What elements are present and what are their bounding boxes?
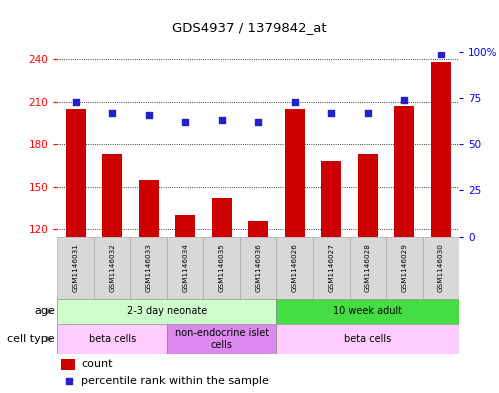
- Bar: [57, 237, 94, 299]
- Text: GSM1146032: GSM1146032: [109, 243, 115, 292]
- Text: 2-3 day neonate: 2-3 day neonate: [127, 307, 207, 316]
- Text: GSM1146026: GSM1146026: [292, 243, 298, 292]
- Bar: [130, 237, 167, 299]
- Bar: [431, 62, 451, 393]
- Text: 10 week adult: 10 week adult: [333, 307, 402, 316]
- Bar: [212, 198, 232, 393]
- Bar: [102, 154, 122, 393]
- Text: age: age: [34, 307, 55, 316]
- Point: [145, 112, 153, 118]
- Bar: [276, 324, 459, 354]
- Text: GSM1146031: GSM1146031: [73, 243, 79, 292]
- Text: beta cells: beta cells: [344, 334, 391, 344]
- Point: [291, 99, 299, 105]
- Bar: [175, 215, 195, 393]
- Text: GSM1146035: GSM1146035: [219, 243, 225, 292]
- Point: [65, 378, 73, 384]
- Bar: [94, 237, 130, 299]
- Point: [364, 110, 372, 116]
- Bar: [313, 237, 349, 299]
- Bar: [358, 154, 378, 393]
- Text: non-endocrine islet
cells: non-endocrine islet cells: [175, 328, 269, 350]
- Text: cell type: cell type: [7, 334, 55, 344]
- Bar: [394, 106, 414, 393]
- Point: [218, 117, 226, 123]
- Text: GSM1146034: GSM1146034: [182, 243, 188, 292]
- Text: GSM1146033: GSM1146033: [146, 243, 152, 292]
- Text: GDS4937 / 1379842_at: GDS4937 / 1379842_at: [172, 21, 327, 34]
- Point: [437, 51, 445, 57]
- Bar: [285, 109, 305, 393]
- Bar: [65, 109, 86, 393]
- Text: GSM1146030: GSM1146030: [438, 243, 444, 292]
- Text: beta cells: beta cells: [88, 334, 136, 344]
- Bar: [167, 237, 204, 299]
- Bar: [139, 180, 159, 393]
- Text: percentile rank within the sample: percentile rank within the sample: [81, 376, 269, 386]
- Bar: [386, 237, 423, 299]
- Bar: [276, 299, 459, 324]
- Text: GSM1146027: GSM1146027: [328, 243, 334, 292]
- Bar: [204, 237, 240, 299]
- Bar: [57, 324, 167, 354]
- Bar: [167, 324, 276, 354]
- Text: GSM1146036: GSM1146036: [255, 243, 261, 292]
- Bar: [61, 359, 75, 369]
- Bar: [57, 299, 276, 324]
- Point: [72, 99, 80, 105]
- Point: [254, 119, 262, 125]
- Point: [108, 110, 116, 116]
- Text: count: count: [81, 359, 113, 369]
- Bar: [276, 237, 313, 299]
- Bar: [240, 237, 276, 299]
- Point: [327, 110, 335, 116]
- Bar: [248, 221, 268, 393]
- Text: GSM1146029: GSM1146029: [401, 243, 407, 292]
- Point: [400, 97, 408, 103]
- Bar: [321, 161, 341, 393]
- Point: [181, 119, 189, 125]
- Bar: [349, 237, 386, 299]
- Text: GSM1146028: GSM1146028: [365, 243, 371, 292]
- Bar: [423, 237, 459, 299]
